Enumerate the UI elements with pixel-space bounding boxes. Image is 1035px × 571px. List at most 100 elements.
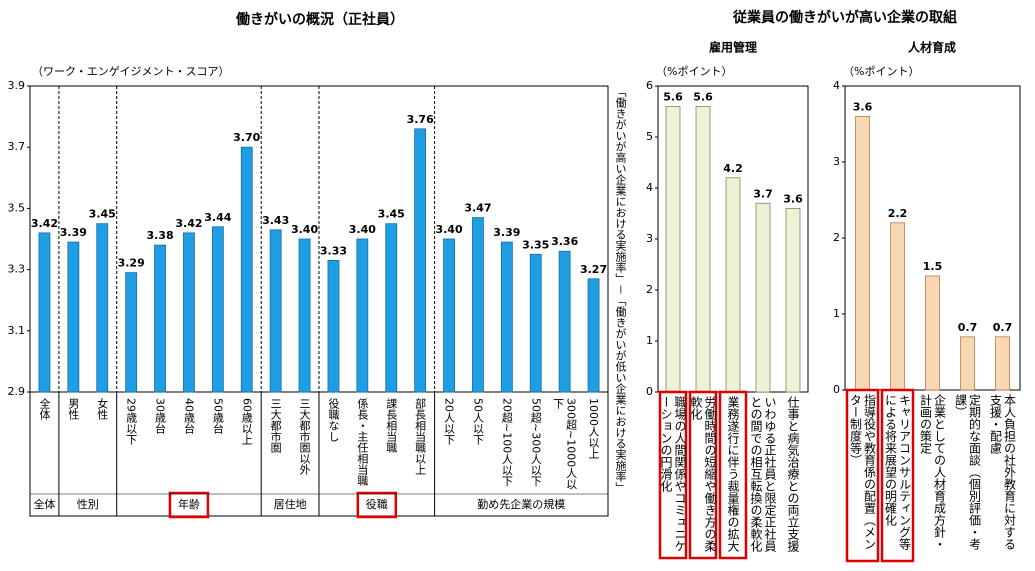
y-tick-label: 3.1 xyxy=(8,324,26,337)
bar xyxy=(96,223,109,393)
x-tick-label: 50歳台 xyxy=(211,398,225,434)
y-tick-label: 4 xyxy=(833,79,840,92)
value-label: 3.43 xyxy=(262,214,289,227)
bar xyxy=(472,217,484,393)
y-tick-label: 2 xyxy=(646,283,653,296)
bar xyxy=(558,250,571,393)
bar xyxy=(695,106,711,393)
x-tick-label: 29歳以下 xyxy=(124,398,138,445)
value-label: 3.42 xyxy=(31,217,58,230)
x-tick-label: 本人負担の社外教育に対する支援・配慮 xyxy=(988,394,1017,550)
value-label: 3.45 xyxy=(89,208,116,221)
y-tick-label: 3.3 xyxy=(8,263,26,276)
x-tick-label: キャリアコンサルティング等による将来展望の明確化 xyxy=(883,394,912,550)
x-tick-label: 係長・主任相当職 xyxy=(355,398,369,486)
highlight-box xyxy=(168,491,210,519)
value-label: 3.36 xyxy=(551,235,578,248)
bar xyxy=(755,202,771,393)
panel-title: 従業員の働きがいが高い企業の取組 xyxy=(732,9,957,26)
bar xyxy=(443,238,455,393)
group-label: 性別 xyxy=(77,497,99,511)
value-label: 3.7 xyxy=(753,187,773,200)
group-label: 役職 xyxy=(366,497,388,511)
x-tick-label: 業務遂行に伴う裁量権の拡大 xyxy=(726,396,740,552)
x-tick-label: 全体 xyxy=(37,398,51,420)
chart-title: 働きがいの概況（正社員） xyxy=(235,11,404,28)
y-tick-label: 3.9 xyxy=(8,79,26,92)
bar xyxy=(414,128,427,393)
y-axis-label: （%ポイント） xyxy=(656,65,732,78)
chart-subtitle: 人材育成 xyxy=(908,40,956,55)
bar xyxy=(665,106,681,393)
highlight-box xyxy=(356,491,398,519)
side-axis-label: 「働きがいが高い企業における実施率」－「働きがいが低い企業における実施率」 xyxy=(614,86,627,493)
bar xyxy=(529,253,542,393)
y-tick-label: 1 xyxy=(833,307,840,320)
x-tick-label: 三大都市圏 xyxy=(269,398,283,453)
y-axis-label: （ワーク・エンゲイジメント・スコア） xyxy=(32,65,230,78)
bar xyxy=(890,222,905,391)
value-label: 3.39 xyxy=(493,226,520,239)
value-label: 3.44 xyxy=(204,211,231,224)
bar xyxy=(385,223,398,393)
value-label: 3.27 xyxy=(580,263,607,276)
value-label: 3.6 xyxy=(783,192,803,205)
value-label: 3.33 xyxy=(320,244,347,257)
y-tick-label: 6 xyxy=(646,79,653,92)
x-tick-label: 300超~1000人以下 xyxy=(551,398,578,490)
value-label: 3.47 xyxy=(464,202,491,215)
highlight-box xyxy=(688,390,718,560)
x-tick-label: 定期的な面談（個別評価・考課） xyxy=(953,394,982,550)
y-tick-label: 2.9 xyxy=(8,385,26,398)
value-label: 4.2 xyxy=(723,162,743,175)
highlight-box xyxy=(880,388,915,563)
y-tick-label: 4 xyxy=(646,181,653,194)
x-tick-label: 20人以下 xyxy=(442,398,456,445)
highlight-box xyxy=(718,390,748,560)
value-label: 3.42 xyxy=(175,217,202,230)
y-tick-label: 3 xyxy=(833,155,840,168)
x-tick-label: 50人以下 xyxy=(471,398,485,445)
bar xyxy=(855,116,870,391)
y-tick-label: 5 xyxy=(646,130,653,143)
x-tick-label: 50超~300人以下 xyxy=(529,398,543,487)
value-label: 3.76 xyxy=(407,113,434,126)
x-tick-label: 課長相当職 xyxy=(384,398,398,453)
x-tick-label: 40歳台 xyxy=(182,398,196,434)
y-tick-label: 2 xyxy=(833,231,840,244)
x-tick-label: いわゆる正社員と限定正社員との間での相互転換の柔軟化 xyxy=(749,396,777,552)
x-tick-label: 30歳台 xyxy=(153,398,167,434)
y-tick-label: 3 xyxy=(646,232,653,245)
value-label: 3.6 xyxy=(853,100,873,113)
value-label: 3.29 xyxy=(118,257,145,270)
value-label: 2.2 xyxy=(888,207,908,220)
x-tick-label: 職場の人間関係やコミュニケーションの円滑化 xyxy=(659,396,687,552)
y-tick-label: 3.7 xyxy=(8,140,26,153)
y-axis-label: （%ポイント） xyxy=(843,65,919,78)
x-tick-label: 60歳以上 xyxy=(240,398,254,445)
bar xyxy=(500,241,513,393)
bar xyxy=(298,238,311,393)
value-label: 1.5 xyxy=(923,260,943,273)
group-label: 全体 xyxy=(33,497,55,511)
x-tick-label: 仕事と病気治療との両立支援 xyxy=(786,396,800,552)
value-label: 3.45 xyxy=(378,208,405,221)
value-label: 5.6 xyxy=(693,90,713,103)
highlight-box xyxy=(658,390,688,560)
bar xyxy=(125,272,138,393)
bar xyxy=(356,238,369,393)
value-label: 3.35 xyxy=(522,238,549,251)
x-tick-label: 20超~100人以下 xyxy=(500,398,514,487)
x-tick-label: 女性 xyxy=(95,398,109,420)
bar xyxy=(327,260,340,393)
y-tick-label: 0 xyxy=(646,385,653,398)
value-label: 3.38 xyxy=(146,229,173,242)
bar xyxy=(995,336,1010,391)
x-tick-label: 部長相当職以上 xyxy=(413,398,427,475)
chart-subtitle: 雇用管理 xyxy=(709,40,757,55)
value-label: 3.70 xyxy=(233,131,260,144)
bar xyxy=(269,229,282,393)
value-label: 3.40 xyxy=(435,223,462,236)
x-tick-label: 男性 xyxy=(66,398,80,420)
